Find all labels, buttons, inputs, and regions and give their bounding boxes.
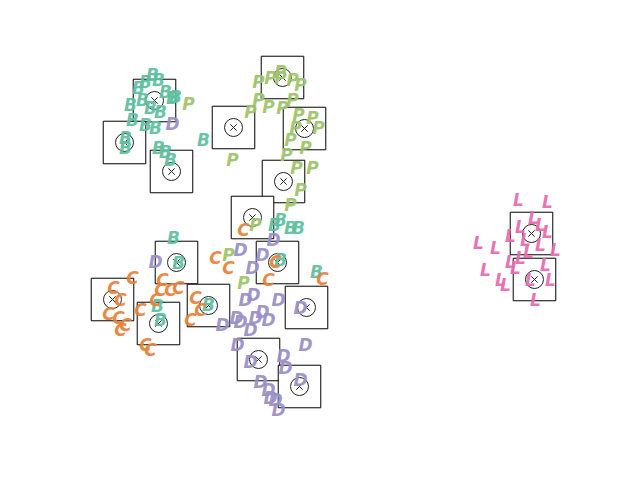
svg-text:C: C <box>172 278 185 298</box>
svg-text:L: L <box>542 192 553 212</box>
svg-text:B: B <box>292 218 305 238</box>
svg-text:D: D <box>243 352 257 372</box>
svg-text:D: D <box>229 308 243 328</box>
svg-text:D: D <box>261 310 275 330</box>
svg-text:L: L <box>513 190 524 210</box>
svg-text:B: B <box>197 130 210 150</box>
svg-text:C: C <box>316 269 329 289</box>
svg-text:C: C <box>222 258 235 278</box>
svg-text:L: L <box>510 258 521 278</box>
svg-text:C: C <box>114 320 127 340</box>
svg-text:P: P <box>280 145 293 165</box>
svg-text:P: P <box>299 138 312 158</box>
svg-text:P: P <box>312 118 325 138</box>
svg-text:B: B <box>119 138 132 158</box>
svg-text:D: D <box>243 320 257 340</box>
svg-text:L: L <box>480 260 491 280</box>
svg-text:C: C <box>269 252 282 272</box>
svg-text:D: D <box>246 285 260 305</box>
svg-text:D: D <box>271 290 285 310</box>
svg-text:P: P <box>226 150 239 170</box>
svg-text:C: C <box>209 248 222 268</box>
svg-text:L: L <box>535 235 546 255</box>
svg-text:L: L <box>525 270 536 290</box>
svg-text:P: P <box>294 75 307 95</box>
svg-text:D: D <box>298 335 312 355</box>
svg-text:C: C <box>144 340 157 360</box>
svg-text:D: D <box>268 390 282 410</box>
svg-text:P: P <box>182 94 195 114</box>
svg-text:P: P <box>274 68 287 88</box>
svg-text:D: D <box>233 240 247 260</box>
svg-text:D: D <box>165 114 179 134</box>
svg-text:L: L <box>490 238 501 258</box>
svg-text:B: B <box>154 310 167 330</box>
svg-text:B: B <box>166 88 179 108</box>
svg-text:D: D <box>215 315 229 335</box>
svg-text:L: L <box>545 270 556 290</box>
svg-text:D: D <box>293 298 307 318</box>
svg-text:D: D <box>278 358 292 378</box>
svg-text:C: C <box>184 310 197 330</box>
svg-text:C: C <box>134 300 147 320</box>
svg-text:C: C <box>114 290 127 310</box>
svg-text:P: P <box>306 158 319 178</box>
svg-text:B: B <box>149 118 162 138</box>
svg-text:L: L <box>473 233 484 253</box>
svg-text:D: D <box>230 335 244 355</box>
svg-text:B: B <box>167 228 180 248</box>
svg-text:C: C <box>237 220 250 240</box>
svg-text:L: L <box>550 240 561 260</box>
svg-text:B: B <box>164 150 177 170</box>
svg-text:P: P <box>294 180 307 200</box>
svg-text:C: C <box>262 270 275 290</box>
svg-text:D: D <box>245 258 259 278</box>
svg-text:P: P <box>249 215 262 235</box>
svg-text:P: P <box>262 97 275 117</box>
svg-text:L: L <box>523 242 534 262</box>
svg-text:D: D <box>293 370 307 390</box>
svg-text:B: B <box>126 110 139 130</box>
svg-text:B: B <box>172 253 185 273</box>
svg-text:D: D <box>266 230 280 250</box>
svg-text:D: D <box>148 252 162 272</box>
svg-text:C: C <box>156 270 169 290</box>
svg-text:L: L <box>530 290 541 310</box>
svg-text:C: C <box>126 268 139 288</box>
svg-text:C: C <box>149 290 162 310</box>
